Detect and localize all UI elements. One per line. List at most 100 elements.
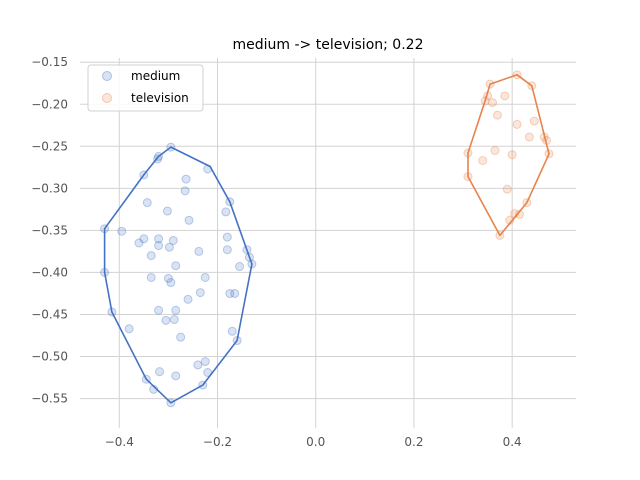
point-television [527,81,537,91]
point-television [485,79,495,89]
point-television [463,148,473,158]
point-medium [154,241,164,251]
point-television [492,110,502,120]
point-medium [244,252,254,262]
point-television [512,70,522,80]
point-television [502,184,512,194]
point-medium [146,251,156,261]
point-medium [227,326,237,336]
point-television [510,209,520,219]
point-medium [154,234,164,244]
point-television [507,150,517,160]
legend-label-television: television [131,91,189,105]
point-television [524,132,534,142]
data-points [100,70,554,408]
point-medium [142,198,152,208]
point-television [490,146,500,155]
point-medium [171,305,181,315]
point-medium [161,315,171,325]
point-medium [169,315,179,325]
point-medium [232,336,242,346]
x-axis-ticks: −0.4 −0.2 0.0 0.2 0.4 [105,435,522,449]
y-tick-label: −0.55 [31,392,68,406]
point-medium [166,398,176,408]
point-medium [166,278,176,288]
point-medium [117,226,127,236]
x-tick-label: 0.2 [404,435,423,449]
point-medium [225,197,235,207]
point-medium [107,307,117,317]
x-tick-label: 0.0 [306,435,325,449]
point-television [480,96,490,106]
legend-marker-television [102,93,112,103]
legend: medium television [87,64,204,112]
point-medium [183,294,193,304]
legend-marker-medium [102,71,112,81]
point-medium [180,186,190,196]
point-medium [181,174,191,184]
point-medium [164,242,174,252]
point-medium [222,245,232,255]
point-medium [153,154,163,164]
hull-television [467,74,550,237]
y-tick-label: −0.40 [31,265,68,279]
point-medium [154,151,164,161]
point-medium [235,262,245,272]
point-medium [100,267,110,277]
point-medium [230,288,240,298]
point-medium [146,272,156,282]
point-medium [124,324,134,334]
point-medium [203,164,213,174]
point-medium [184,215,194,225]
y-tick-label: −0.20 [31,97,68,111]
point-medium [141,374,151,384]
point-medium [171,261,181,271]
point-television [512,119,522,129]
point-medium [100,224,110,234]
point-medium [166,142,176,152]
hull-medium [103,146,253,404]
point-medium [198,380,208,390]
point-television [483,91,493,101]
hull-outlines [103,74,550,404]
point-medium [171,371,181,381]
x-tick-label: −0.4 [105,435,134,449]
x-tick-label: −0.2 [203,435,232,449]
point-medium [139,170,149,180]
point-television [495,230,505,240]
y-tick-label: −0.45 [31,307,68,321]
y-axis-ticks: −0.55 −0.50 −0.45 −0.40 −0.35 −0.30 −0.25 −0.20… [31,55,68,405]
point-television [544,149,554,159]
point-medium [200,272,210,282]
x-tick-label: 0.4 [503,435,522,449]
y-tick-label: −0.35 [31,223,68,237]
point-medium [134,238,144,248]
y-tick-label: −0.50 [31,350,68,364]
point-medium [200,357,210,367]
legend-label-medium: medium [131,69,180,83]
point-television [529,116,539,126]
point-television [478,156,488,166]
point-television [488,98,498,108]
point-television [539,132,549,142]
point-medium [162,206,172,216]
point-medium [149,384,159,394]
point-medium [242,245,252,255]
point-medium [225,288,235,298]
point-television [505,215,515,225]
point-medium [155,367,165,377]
point-television [500,91,510,101]
legend-box [87,64,204,112]
point-medium [168,235,178,245]
point-medium [221,207,231,217]
point-medium [194,246,204,256]
point-television [515,209,525,219]
y-tick-label: −0.30 [31,181,68,195]
point-television [542,135,552,145]
point-medium [247,259,257,269]
chart-title: medium -> television; 0.22 [233,37,424,53]
point-medium [154,305,164,315]
point-medium [163,273,173,283]
grid [80,58,576,428]
